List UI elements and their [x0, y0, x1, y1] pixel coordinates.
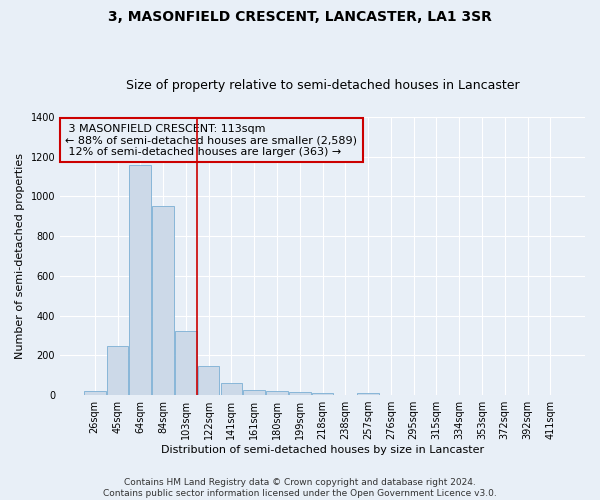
Text: 3 MASONFIELD CRESCENT: 113sqm
← 88% of semi-detached houses are smaller (2,589)
: 3 MASONFIELD CRESCENT: 113sqm ← 88% of s… [65, 124, 357, 157]
Bar [312, 392, 334, 395]
Bar [244, 390, 265, 395]
Bar [152, 206, 174, 395]
Bar [221, 383, 242, 395]
Title: Size of property relative to semi-detached houses in Lancaster: Size of property relative to semi-detach… [126, 79, 520, 92]
Y-axis label: Number of semi-detached properties: Number of semi-detached properties [15, 153, 25, 359]
Bar [289, 392, 311, 395]
Bar [198, 366, 220, 395]
X-axis label: Distribution of semi-detached houses by size in Lancaster: Distribution of semi-detached houses by … [161, 445, 484, 455]
Bar [357, 392, 379, 395]
Bar [84, 391, 106, 395]
Bar [266, 391, 288, 395]
Bar [130, 166, 151, 395]
Text: 3, MASONFIELD CRESCENT, LANCASTER, LA1 3SR: 3, MASONFIELD CRESCENT, LANCASTER, LA1 3… [108, 10, 492, 24]
Text: Contains HM Land Registry data © Crown copyright and database right 2024.
Contai: Contains HM Land Registry data © Crown c… [103, 478, 497, 498]
Bar [107, 346, 128, 395]
Bar [175, 332, 197, 395]
